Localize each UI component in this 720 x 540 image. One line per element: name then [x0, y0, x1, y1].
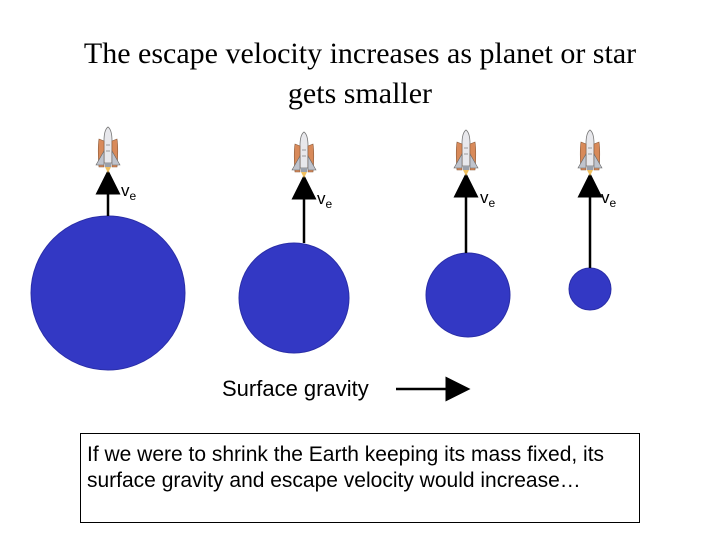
- space-shuttle-icon: [453, 129, 479, 177]
- planet-small: [425, 252, 511, 338]
- space-shuttle-icon: [291, 131, 317, 179]
- planet-medium: [238, 242, 350, 354]
- ve-label-4: ve: [601, 188, 617, 210]
- ve-label-2: ve: [317, 189, 333, 211]
- planet-small-group: ve: [425, 129, 511, 338]
- space-shuttle-icon: [577, 129, 603, 177]
- planet-tiny: [568, 267, 612, 311]
- caption-text: If we were to shrink the Earth keeping i…: [87, 443, 605, 492]
- caption-box: If we were to shrink the Earth keeping i…: [80, 433, 640, 523]
- surface-gravity-label: Surface gravity: [222, 376, 369, 401]
- title-line-2: gets smaller: [287, 77, 433, 110]
- space-shuttle-icon: [95, 126, 121, 174]
- ve-label-3: ve: [480, 188, 496, 210]
- planet-tiny-group: ve: [568, 129, 617, 311]
- planet-large-group: ve: [30, 126, 186, 371]
- slide-title: The escape velocity increases as planet …: [30, 34, 690, 114]
- title-line-1: The escape velocity increases as planet …: [83, 37, 637, 70]
- planet-large: [30, 215, 186, 371]
- planet-medium-group: ve: [238, 131, 350, 354]
- ve-label-1: ve: [121, 181, 137, 203]
